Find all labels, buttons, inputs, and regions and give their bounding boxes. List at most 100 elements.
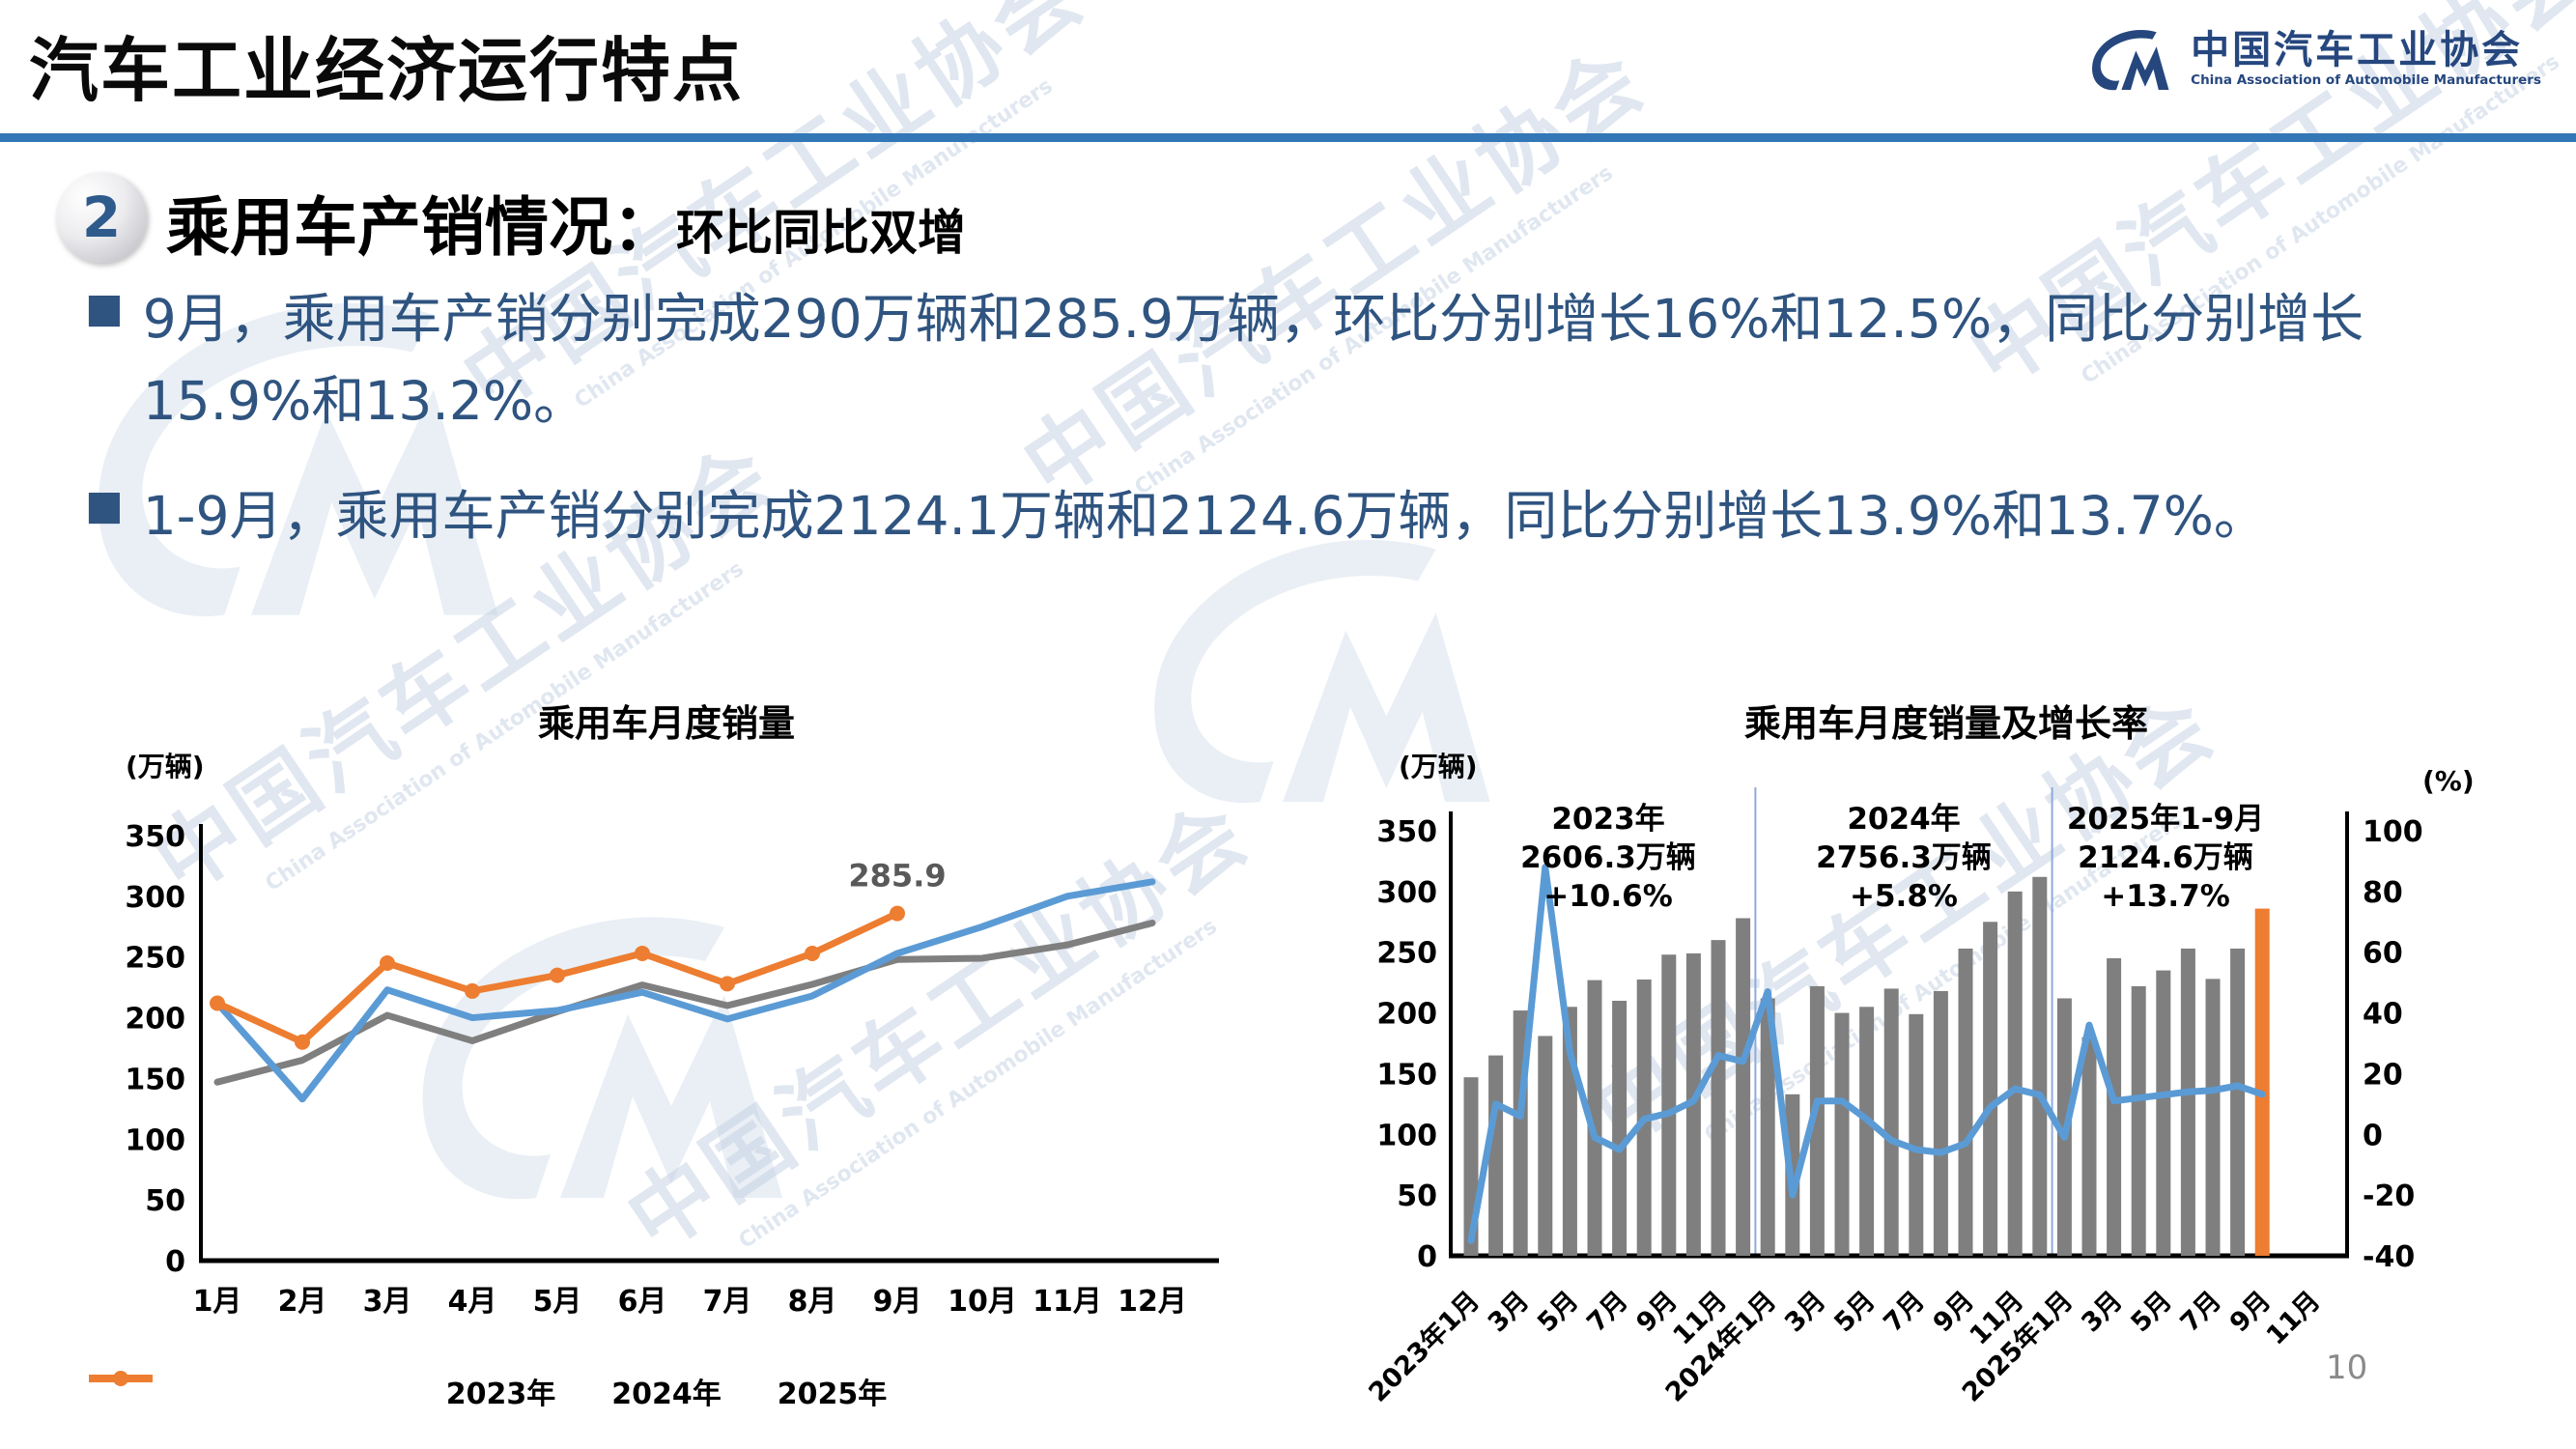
bullet-item: ■ 1-9月，乘用车产销分别完成2124.1万辆和2124.6万辆，同比分别增长… (85, 475, 2461, 557)
series-marker (890, 905, 905, 922)
sales-bar (2007, 891, 2023, 1256)
right-tick-label: -20 (2363, 1179, 2415, 1213)
sales-growth-combo-chart: 乘用车月度销量及增长率 (万辆) (%) 0 50 100 150 200 250 300 3… (1343, 676, 2550, 1439)
sales-bar (2230, 948, 2246, 1256)
sales-bar (1883, 988, 1899, 1256)
series-marker (295, 1034, 310, 1050)
year-annotation: 2124.6万辆 (2078, 840, 2253, 875)
bullet-item: ■ 9月，乘用车产销分别完成290万辆和285.9万辆，环比分别增长16%和12… (85, 278, 2461, 443)
left-tick-label: 0 (1417, 1240, 1437, 1274)
bars-group (1463, 876, 2270, 1256)
x-tick-label: 7月 (2175, 1286, 2227, 1338)
year-annotation: 2756.3万辆 (1816, 840, 1992, 875)
series-marker (635, 945, 650, 961)
legend-item: 2023年 (89, 1370, 556, 1412)
chart-legend: 2023年 2024年 2025年 (87, 1370, 1246, 1412)
sales-bar (2254, 908, 2270, 1256)
combo-chart-canvas: 0 50 100 150 200 250 300 350 -40 -20 0 20 40 60 80 100 2… (1363, 787, 2423, 1408)
left-tick-label: 100 (1376, 1119, 1437, 1152)
right-tick-label: 20 (2363, 1058, 2403, 1092)
series-line-2024年 (213, 878, 1156, 1103)
sales-bar (1587, 980, 1602, 1256)
x-tick-label: 11月 (2261, 1286, 2327, 1351)
left-tick-label: 350 (1376, 815, 1437, 849)
sales-bar (2081, 1037, 2097, 1256)
y-tick-label: 200 (125, 1003, 185, 1037)
sales-bar (1983, 922, 1998, 1256)
series-marker (465, 982, 480, 999)
series-marker (805, 945, 820, 961)
x-tick-label: 1月 (193, 1285, 242, 1319)
left-tick-label: 50 (1397, 1179, 1437, 1213)
legend-label: 2025年 (777, 1378, 888, 1411)
line-chart-canvas: 0 50 100 150 200 250 300 350 1月 2月 3月 4月 5月 6月 7月 8月 9月 1… (125, 820, 1219, 1319)
x-tick-label: 9月 (873, 1285, 922, 1319)
sales-bar (1736, 918, 1751, 1256)
sales-bar (1909, 1013, 1924, 1256)
series-marker (210, 995, 225, 1011)
series-marker (550, 967, 565, 983)
legend-item: 2025年 (89, 1370, 888, 1412)
sales-bar (2205, 979, 2221, 1256)
year-annotation: 2023年 (1551, 802, 1664, 837)
left-axis-unit-label: (万辆) (1399, 751, 1478, 782)
x-tick-label: 2023年1月 (1363, 1285, 1486, 1407)
year-annotation: +10.6% (1543, 879, 1673, 914)
section-number: 2 (81, 185, 122, 250)
sales-bar (2131, 985, 2146, 1256)
left-tick-label: 200 (1376, 998, 1437, 1032)
sales-bar (1538, 1036, 1553, 1256)
page-title: 汽车工业经济运行特点 (29, 30, 745, 111)
header-divider (0, 133, 2576, 142)
legend-label: 2023年 (445, 1378, 556, 1411)
sales-bar (1859, 1007, 1875, 1256)
right-tick-label: 80 (2363, 876, 2403, 910)
chart-title: 乘用车月度销量及增长率 (1743, 702, 2148, 745)
sales-bar (2032, 876, 2048, 1256)
bullet-text: 9月，乘用车产销分别完成290万辆和285.9万辆，环比分别增长16%和12.5… (142, 288, 2364, 433)
y-tick-label: 0 (165, 1245, 185, 1279)
logo-org-name-en: China Association of Automobile Manufact… (2191, 72, 2541, 88)
growth-rate-line (1467, 864, 2266, 1244)
x-tick-label: 5月 (533, 1285, 582, 1319)
x-tick-label: 5月 (2125, 1286, 2177, 1338)
year-annotation: +13.7% (2101, 879, 2230, 914)
right-tick-label: 0 (2363, 1119, 2383, 1152)
x-tick-label: 8月 (788, 1285, 837, 1319)
sales-bar (2156, 970, 2171, 1256)
point-value-label: 285.9 (848, 858, 946, 895)
y-tick-label: 350 (125, 820, 185, 854)
series-marker (380, 955, 395, 971)
left-tick-label: 300 (1376, 876, 1437, 910)
y-tick-label: 250 (125, 942, 185, 976)
year-annotation: 2024年 (1847, 802, 1960, 837)
right-tick-label: 40 (2363, 998, 2403, 1032)
x-tick-label: 2月 (278, 1285, 327, 1319)
y-tick-label: 100 (125, 1123, 185, 1157)
x-tick-label: 5月 (1532, 1286, 1584, 1338)
x-tick-label: 3月 (1779, 1286, 1831, 1338)
sales-bar (1711, 940, 1726, 1256)
section-subtitle: 环比同比双增 (676, 205, 966, 261)
year-annotation: 2025年1-9月 (2067, 802, 2264, 837)
caam-logo-icon (2092, 30, 2169, 91)
logo-org-name-cn: 中国汽车工业协会 (2191, 28, 2524, 72)
sales-bar (1612, 1001, 1628, 1256)
right-tick-label: 100 (2363, 815, 2423, 849)
right-tick-label: -40 (2363, 1240, 2415, 1274)
y-tick-label: 50 (145, 1184, 185, 1218)
left-tick-label: 250 (1376, 937, 1437, 971)
y-axis-unit-label: (万辆) (126, 751, 205, 782)
legend-label: 2024年 (611, 1378, 722, 1411)
bullet-marker-icon: ■ (85, 284, 124, 331)
sales-bar (1958, 948, 1973, 1256)
y-tick-label: 300 (125, 881, 185, 915)
sales-bar (1933, 990, 1948, 1256)
x-tick-label: 3月 (2076, 1286, 2128, 1338)
bullet-marker-icon: ■ (85, 481, 124, 528)
x-tick-label: 5月 (1828, 1286, 1881, 1338)
legend-swatch-icon (89, 1371, 153, 1386)
sales-bar (1760, 998, 1775, 1256)
x-tick-label: 6月 (618, 1285, 667, 1319)
